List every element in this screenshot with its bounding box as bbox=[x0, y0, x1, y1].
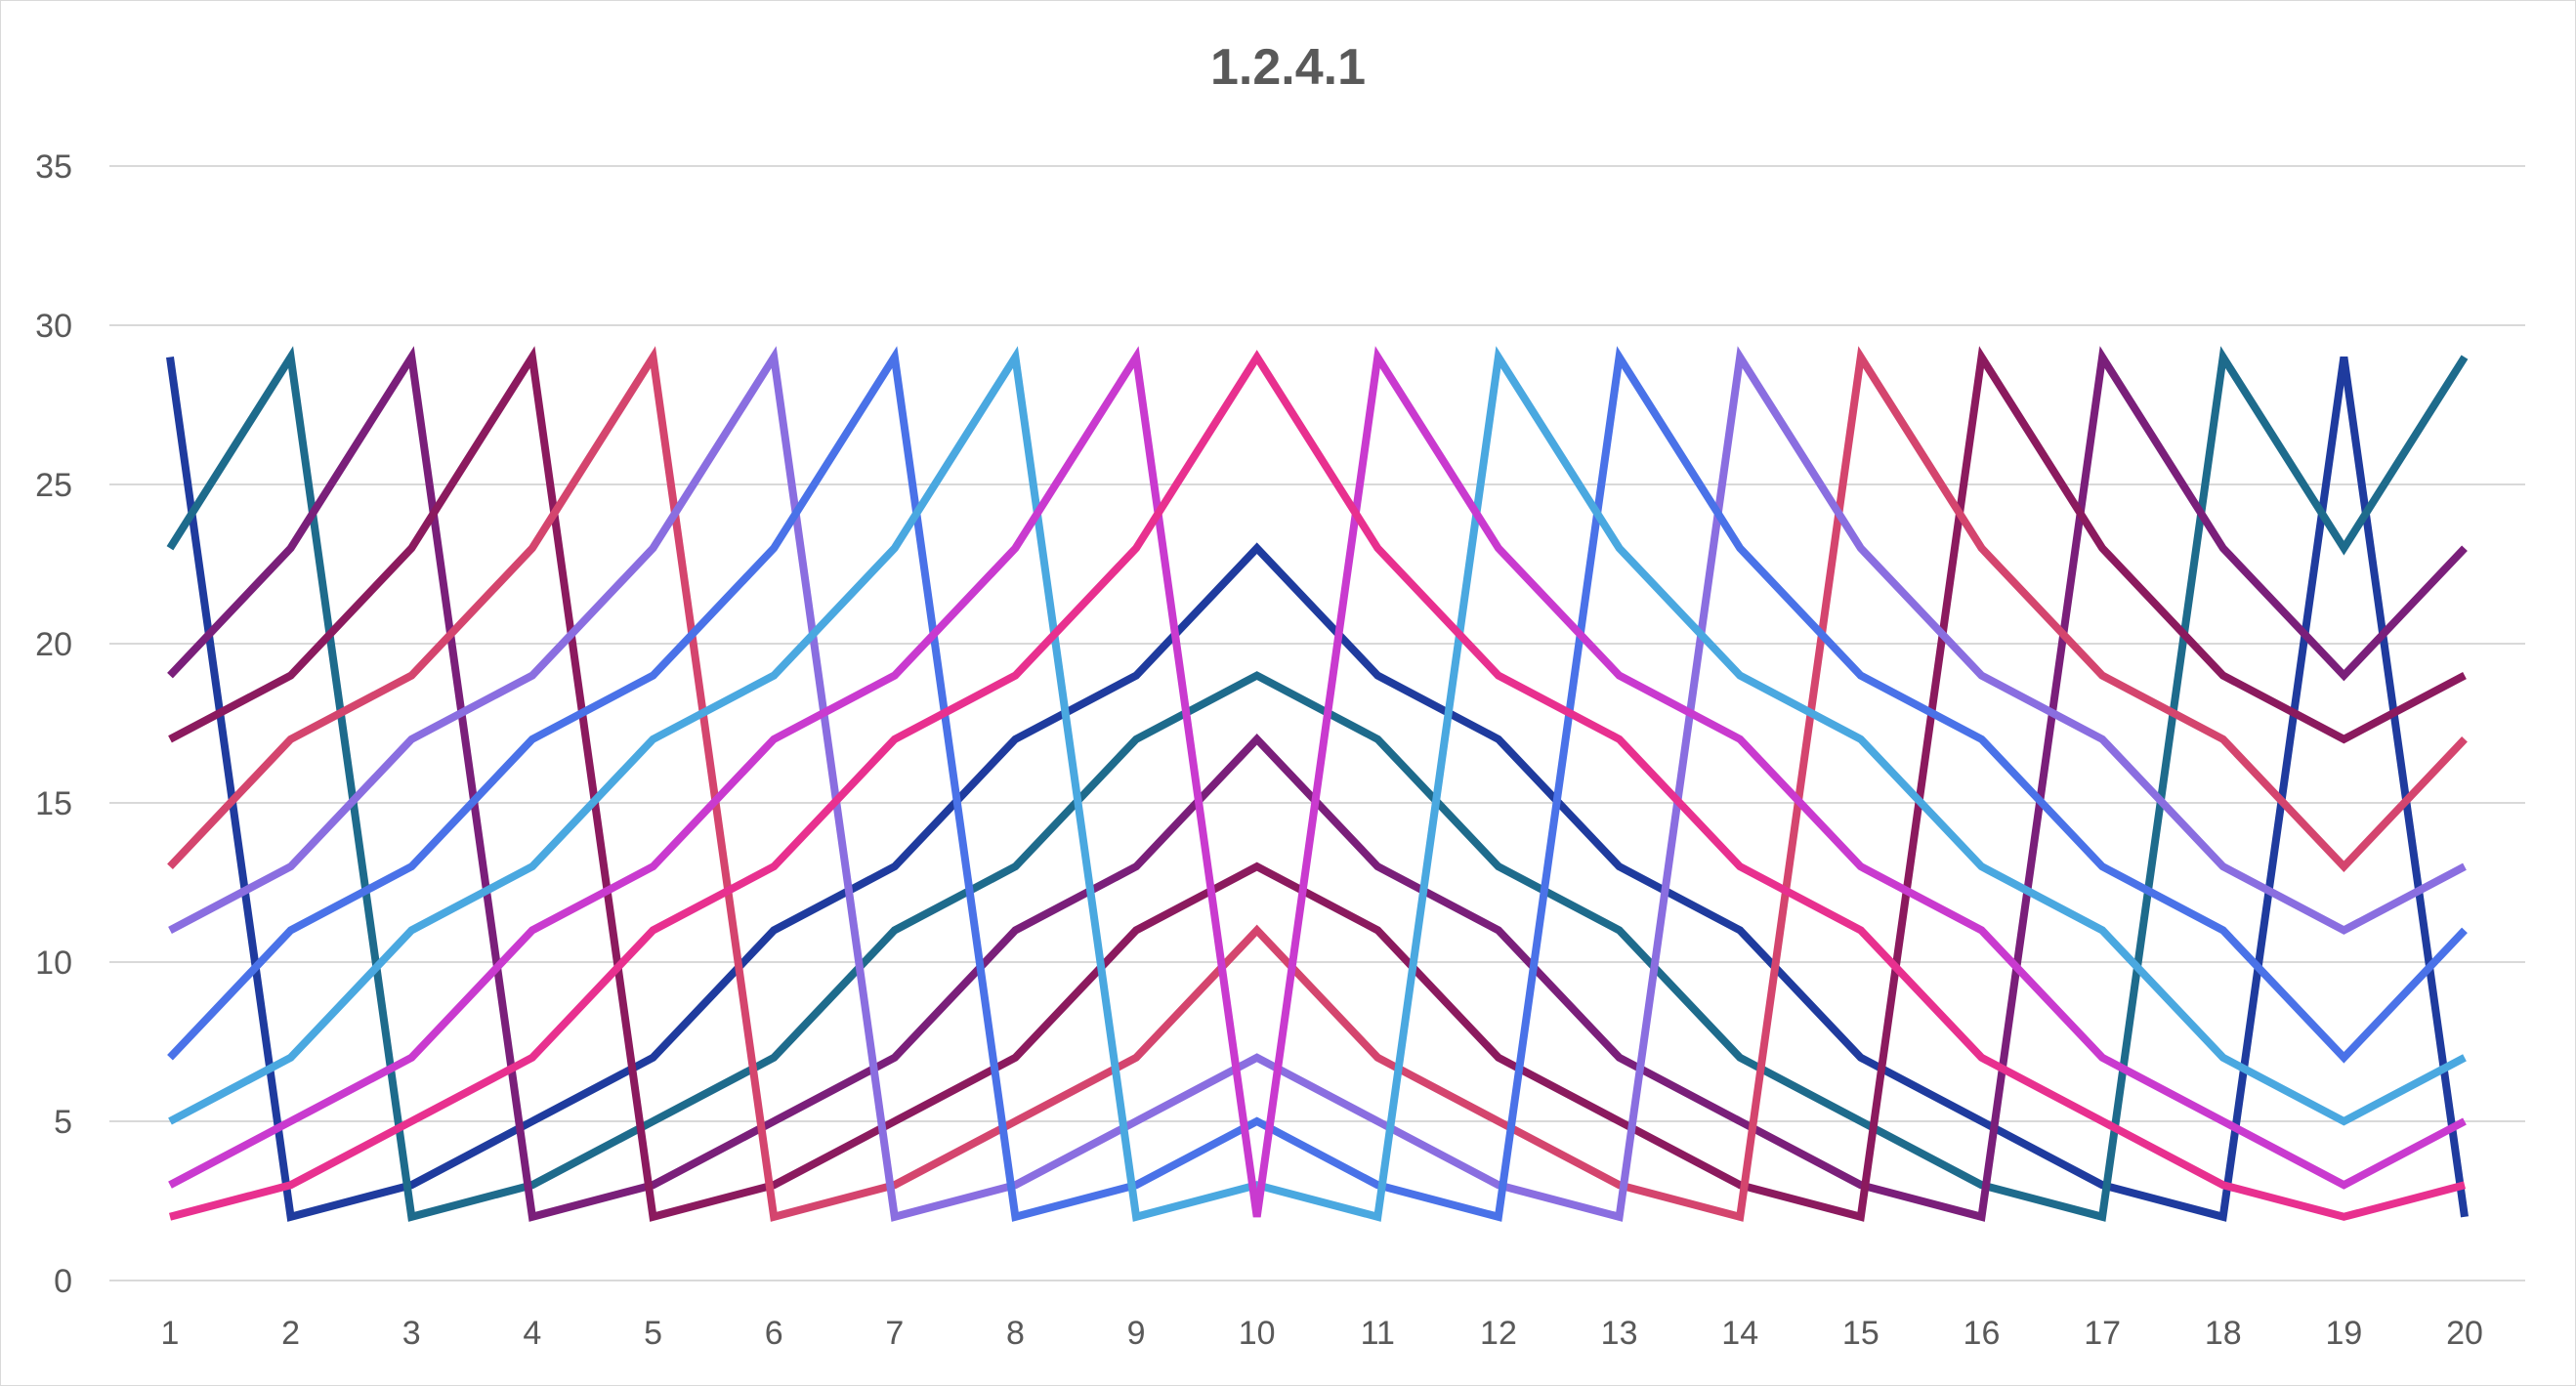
y-tick-label: 25 bbox=[35, 467, 72, 504]
series-line-1 bbox=[166, 357, 2469, 1222]
x-tick-label: 11 bbox=[1361, 1315, 1395, 1352]
x-tick-label: 3 bbox=[402, 1315, 421, 1352]
y-axis-tick-labels: 0 5 10 15 20 25 30 35 bbox=[35, 148, 72, 1300]
x-axis-tick-labels: 1 2 3 4 5 6 7 8 9 10 11 12 13 14 15 16 17 18 19 20 bbox=[161, 1315, 2483, 1352]
x-tick-label: 4 bbox=[523, 1315, 541, 1352]
y-tick-label: 10 bbox=[35, 945, 72, 982]
y-tick-label: 5 bbox=[54, 1104, 72, 1141]
x-tick-label: 8 bbox=[1006, 1315, 1025, 1352]
series-line-7 bbox=[167, 346, 2468, 1222]
x-tick-label: 14 bbox=[1721, 1315, 1758, 1352]
series-line-8 bbox=[168, 346, 2467, 1222]
x-tick-label: 7 bbox=[885, 1315, 904, 1352]
x-tick-label: 19 bbox=[2325, 1315, 2362, 1352]
series-line-2 bbox=[166, 346, 2469, 1222]
x-tick-label: 6 bbox=[765, 1315, 783, 1352]
x-tick-label: 1 bbox=[161, 1315, 180, 1352]
series-line-9 bbox=[168, 346, 2467, 1218]
series-line-6 bbox=[168, 346, 2467, 1222]
series-line-5 bbox=[167, 346, 2468, 1222]
series-line-10 bbox=[168, 350, 2467, 1221]
y-tick-label: 35 bbox=[35, 148, 72, 186]
x-tick-label: 9 bbox=[1127, 1315, 1146, 1352]
x-tick-label: 10 bbox=[1239, 1315, 1276, 1352]
y-tick-label: 0 bbox=[54, 1263, 72, 1300]
x-tick-label: 5 bbox=[644, 1315, 662, 1352]
series-lines bbox=[166, 346, 2469, 1222]
y-tick-label: 30 bbox=[35, 308, 72, 345]
y-tick-label: 15 bbox=[35, 785, 72, 822]
x-tick-label: 18 bbox=[2205, 1315, 2242, 1352]
x-tick-label: 13 bbox=[1601, 1315, 1638, 1352]
x-tick-label: 17 bbox=[2084, 1315, 2121, 1352]
chart-title: 1.2.4.1 bbox=[1209, 39, 1367, 96]
x-tick-label: 16 bbox=[1964, 1315, 2001, 1352]
y-tick-label: 20 bbox=[35, 626, 72, 663]
x-tick-label: 2 bbox=[281, 1315, 300, 1352]
x-tick-label: 12 bbox=[1480, 1315, 1517, 1352]
x-tick-label: 15 bbox=[1842, 1315, 1879, 1352]
gridlines bbox=[109, 165, 2525, 1281]
series-line-4 bbox=[168, 346, 2467, 1222]
x-tick-label: 20 bbox=[2446, 1315, 2483, 1352]
